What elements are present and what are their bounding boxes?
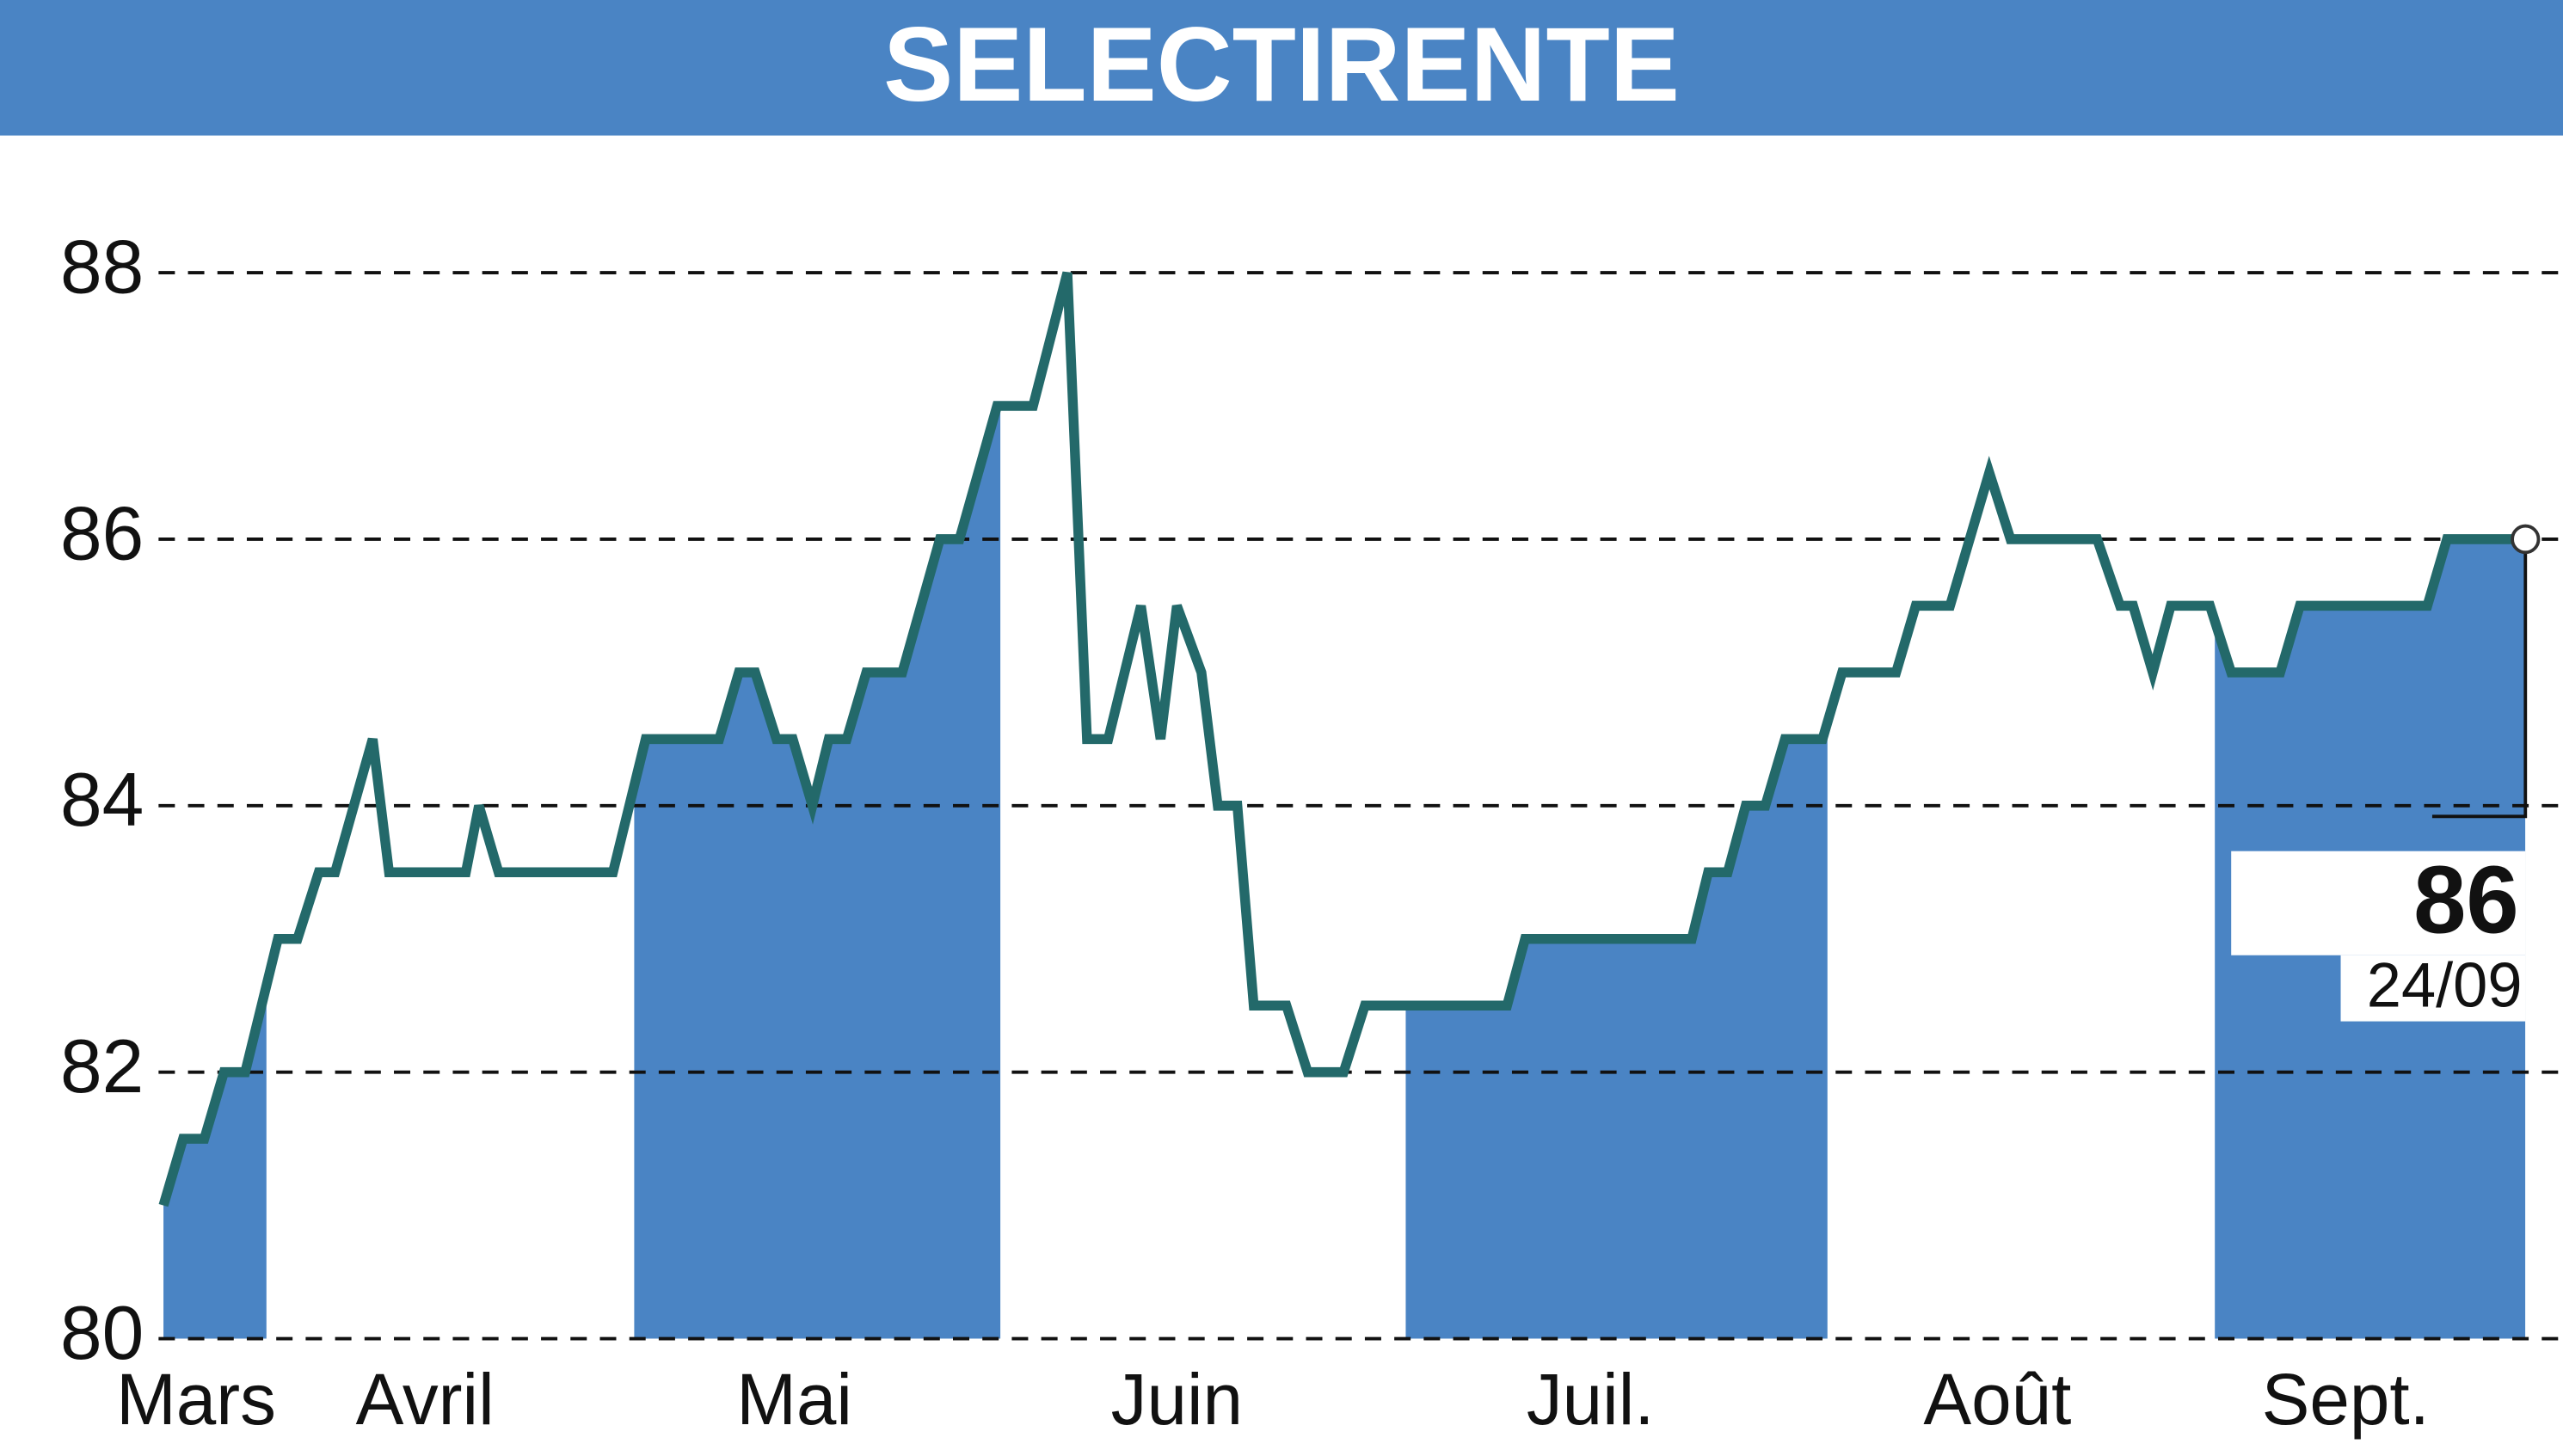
connector	[2431, 538, 2528, 819]
y-tick-label: 88	[60, 224, 144, 310]
y-tick-label: 84	[60, 757, 144, 843]
x-tick-label: Mars	[116, 1358, 276, 1440]
y-tick-label: 86	[60, 490, 144, 576]
last-date: 24/09	[2367, 950, 2523, 1020]
y-tick-label: 80	[60, 1289, 144, 1375]
x-tick-label: Août	[1923, 1358, 2071, 1440]
label-box	[2340, 955, 2526, 1022]
x-tick-label: Juin	[1111, 1358, 1243, 1440]
y-tick-label: 82	[60, 1023, 144, 1109]
x-tick-label: Avril	[356, 1358, 495, 1440]
last-value: 86	[2413, 847, 2519, 954]
last-point	[2511, 524, 2541, 555]
title-bar	[0, 0, 2563, 136]
label-box	[2231, 851, 2526, 955]
x-tick-label: Mai	[736, 1358, 852, 1440]
x-tick-label: Juil.	[1527, 1358, 1655, 1440]
line	[158, 271, 2526, 1207]
chart-title: SELECTIRENTE	[883, 4, 1680, 123]
x-tick-label: Sept.	[2262, 1358, 2430, 1440]
